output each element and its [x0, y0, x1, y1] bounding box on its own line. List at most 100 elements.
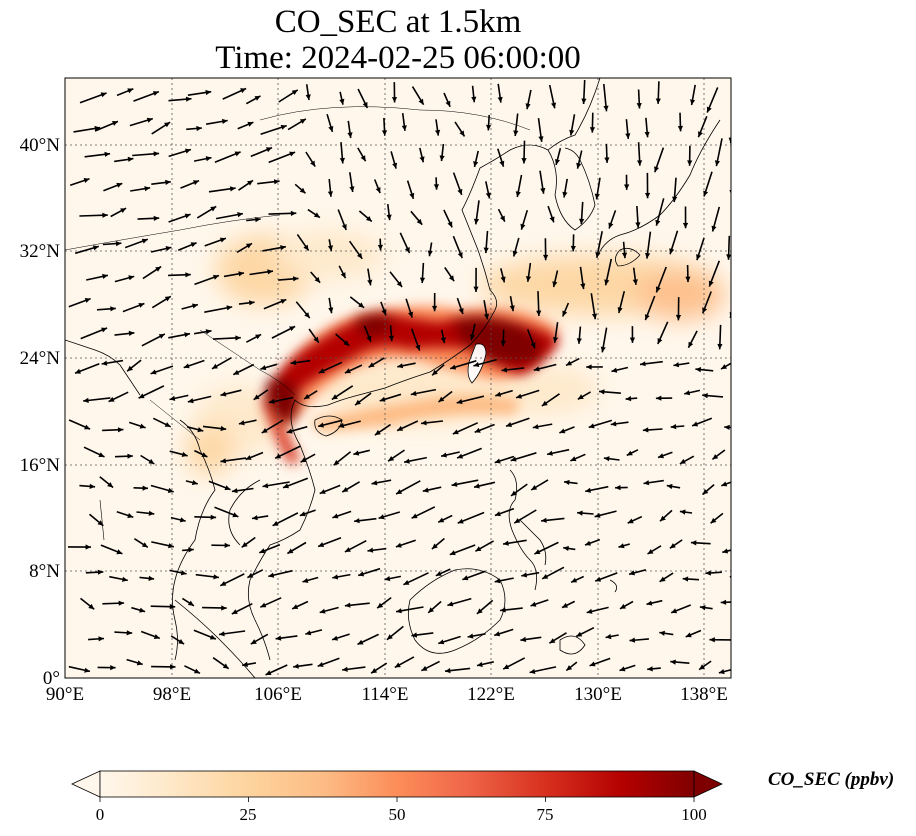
wind-arrow-head	[500, 215, 505, 222]
wind-arrow-head	[494, 578, 501, 584]
wind-arrow-head	[579, 218, 585, 225]
wind-arrow-head	[209, 634, 216, 640]
wind-arrow-head	[245, 455, 252, 460]
wind-arrow-head	[675, 314, 682, 321]
wind-arrow-head	[452, 429, 459, 435]
wind-arrow-head	[440, 337, 446, 344]
lat-tick-label: 16°N	[20, 455, 61, 476]
wind-arrow-head	[181, 451, 188, 457]
wind-arrow-head	[529, 668, 536, 674]
wind-arrow-head	[576, 631, 583, 637]
wind-arrow-head	[530, 342, 536, 349]
wind-arrow-head	[260, 365, 267, 371]
wind-arrow-head	[637, 160, 643, 166]
wind-arrow-head	[619, 666, 626, 672]
wind-arrow-head	[368, 362, 375, 368]
wind-arrow-head	[247, 121, 254, 127]
wind-arrow-head	[127, 156, 134, 162]
wind-arrow-head	[201, 452, 208, 457]
wind-arrow-head	[534, 549, 541, 554]
wind-arrow-head	[474, 427, 481, 433]
wind-arrow-head	[621, 252, 628, 259]
wind-arrow-head	[188, 547, 194, 553]
wind-arrow-head	[148, 458, 155, 464]
wind-arrow-head	[167, 487, 174, 493]
wind-arrow-head	[141, 238, 148, 244]
wind-arrow-shaft	[729, 313, 731, 319]
wind-arrow-head	[577, 510, 583, 516]
wind-arrow-head	[438, 517, 445, 523]
wind-arrow-head	[643, 480, 650, 486]
wind-arrow-head	[500, 340, 506, 347]
wind-arrow-head	[192, 303, 198, 309]
wind-arrow-head	[344, 368, 351, 374]
wind-arrow-head	[620, 603, 626, 609]
wind-arrow-head	[286, 428, 293, 434]
wind-arrow-head	[332, 635, 338, 641]
wind-arrow-head	[736, 284, 741, 290]
wind-arrow-shaft	[742, 203, 753, 222]
wind-arrow-head	[512, 250, 518, 257]
wind-arrow-head	[451, 481, 458, 487]
wind-arrow-head	[571, 577, 578, 583]
wind-arrow-head	[196, 125, 202, 132]
wind-arrow-head	[205, 89, 212, 96]
wind-arrow-head	[427, 250, 433, 257]
lon-tick-labels: 90°E 98°E 106°E 114°E 122°E 130°E 138°E	[46, 684, 728, 705]
title-line-2: Time: 2024-02-25 06:00:00	[215, 40, 581, 76]
wind-arrow-head	[431, 543, 438, 549]
wind-arrow-head	[280, 299, 287, 304]
wind-arrow-head	[357, 639, 364, 645]
wind-arrow-head	[127, 453, 133, 459]
wind-arrow-head	[503, 664, 510, 670]
wind-arrow-head	[635, 222, 641, 228]
wind-arrow-head	[401, 125, 407, 131]
wind-arrow-head	[709, 637, 715, 643]
wind-arrow-shaft	[743, 84, 751, 105]
wind-arrow-head	[397, 425, 404, 431]
wind-arrow-head	[275, 453, 282, 459]
wind-arrow-shaft	[734, 396, 753, 403]
wind-arrow-shaft	[739, 146, 740, 171]
colorbar-extend-max	[693, 770, 723, 798]
wind-arrow-head	[721, 364, 727, 370]
wind-arrow-head	[107, 482, 114, 488]
wind-arrow-head	[500, 607, 506, 613]
wind-arrow-head	[599, 389, 605, 395]
wind-arrow-head	[457, 518, 464, 524]
wind-arrow-head	[180, 570, 187, 576]
wind-arrow-head	[611, 367, 618, 373]
wind-arrow-head	[679, 509, 686, 515]
wind-arrow-head	[729, 311, 731, 318]
wind-arrow-head	[646, 600, 653, 606]
wind-arrow-head	[495, 391, 502, 397]
wind-arrow-head	[128, 330, 135, 336]
wind-arrow-head	[139, 423, 146, 429]
wind-arrow-head	[503, 540, 509, 546]
wind-arrow-head	[394, 662, 401, 668]
wind-arrow-head	[238, 420, 245, 426]
wind-arrow-head	[273, 179, 280, 185]
wind-arrow-head	[705, 570, 711, 576]
wind-arrow-head	[521, 158, 527, 164]
wind-arrow-head	[138, 303, 145, 308]
wind-arrow-head	[428, 607, 434, 613]
wind-arrow-head	[169, 604, 176, 610]
wind-arrow-head	[450, 364, 457, 370]
wind-arrow-head	[259, 548, 266, 554]
wind-arrow-shaft	[732, 452, 751, 454]
wind-arrow-head	[302, 578, 309, 583]
wind-arrow-head	[358, 571, 365, 577]
wind-arrow-head	[742, 216, 747, 222]
wind-arrow-head	[374, 429, 381, 436]
wind-arrow-head	[552, 281, 558, 288]
wind-arrow-head	[500, 276, 506, 283]
lat-tick-label: 32°N	[20, 241, 61, 262]
wind-arrow-head	[358, 302, 365, 308]
wind-arrow-head	[226, 305, 233, 311]
wind-arrow-head	[153, 634, 160, 639]
wind-arrow-head	[314, 276, 321, 283]
wind-arrow-head	[659, 630, 665, 636]
wind-arrow-head	[586, 608, 593, 614]
wind-arrow-head	[349, 186, 355, 192]
